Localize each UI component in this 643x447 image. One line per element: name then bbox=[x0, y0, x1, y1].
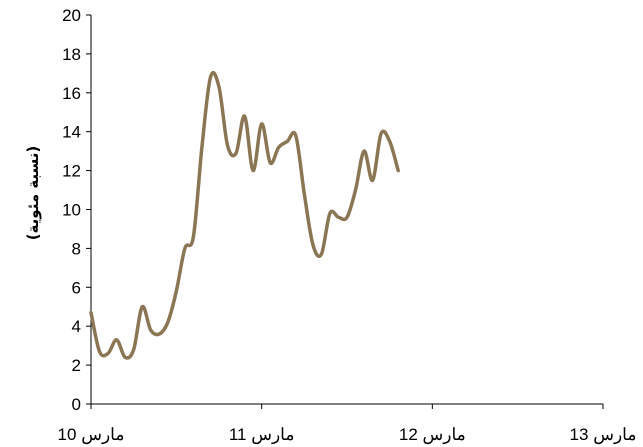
y-tick-label: 2 bbox=[72, 356, 81, 375]
x-tick-label: مارس 13 bbox=[570, 425, 637, 445]
y-tick-label: 14 bbox=[62, 123, 81, 142]
x-tick-label: مارس 11 bbox=[229, 425, 295, 445]
y-tick-label: 6 bbox=[72, 278, 81, 297]
x-axis: مارس 10 مارس 11 مارس 12 مارس 13 bbox=[58, 403, 637, 445]
y-tick-label: 4 bbox=[72, 317, 81, 336]
y-tick-label: 18 bbox=[62, 45, 81, 64]
y-tick-label: 20 bbox=[62, 6, 81, 25]
y-tick-label: 8 bbox=[72, 239, 81, 258]
series-line bbox=[89, 71, 400, 360]
y-tick-label: 0 bbox=[72, 395, 81, 414]
y-tick-label: 12 bbox=[62, 162, 81, 181]
y-tick-label: 10 bbox=[62, 201, 81, 220]
x-tick-label: مارس 10 bbox=[58, 425, 125, 445]
series-layer bbox=[89, 71, 400, 360]
y-axis-label: (نسبة مئوية) bbox=[24, 146, 42, 241]
y-axis: 0 2 4 6 8 10 12 14 16 18 20 bbox=[62, 6, 92, 414]
y-tick-label: 16 bbox=[62, 84, 81, 103]
x-tick-label: مارس 12 bbox=[399, 425, 466, 445]
